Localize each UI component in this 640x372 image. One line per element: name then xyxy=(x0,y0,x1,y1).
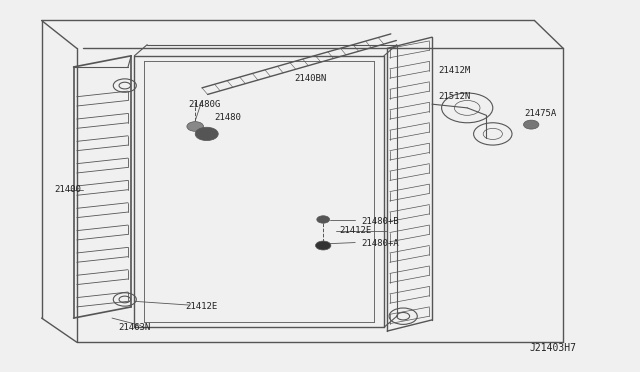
Circle shape xyxy=(187,122,204,131)
Circle shape xyxy=(317,216,330,223)
Text: 21412M: 21412M xyxy=(438,66,470,75)
Circle shape xyxy=(524,120,539,129)
Text: 21512N: 21512N xyxy=(438,92,470,101)
Text: 21480+B: 21480+B xyxy=(362,217,399,226)
Text: 2140BN: 2140BN xyxy=(294,74,326,83)
Text: 21480+A: 21480+A xyxy=(362,239,399,248)
Text: 21463N: 21463N xyxy=(118,323,150,332)
Circle shape xyxy=(316,241,331,250)
Text: J21403H7: J21403H7 xyxy=(529,343,576,353)
Text: 21412E: 21412E xyxy=(339,226,371,235)
Text: 21400: 21400 xyxy=(54,185,81,194)
Text: 21480: 21480 xyxy=(214,113,241,122)
Text: 21412E: 21412E xyxy=(186,302,218,311)
Circle shape xyxy=(195,127,218,141)
Text: 21475A: 21475A xyxy=(525,109,557,118)
Text: 21480G: 21480G xyxy=(189,100,221,109)
